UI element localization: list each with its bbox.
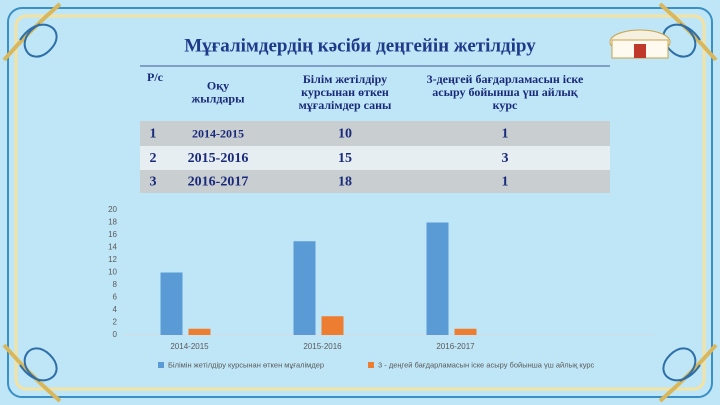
bar	[188, 328, 211, 335]
legend-label: Білімін жетілдіру курсынан өткен мұғалім…	[168, 360, 324, 369]
header-cell: Р/с	[147, 70, 164, 84]
bar	[426, 222, 449, 335]
legend-swatch	[368, 362, 374, 368]
header-cell: асыру бойынша үш айлық	[432, 85, 578, 99]
x-tick-label: 2014-2015	[170, 342, 209, 351]
y-tick-label: 16	[108, 230, 117, 239]
header-cell: курсынан өткен	[301, 85, 389, 99]
x-tick-label: 2016-2017	[436, 342, 475, 351]
header-cell: жылдары	[192, 91, 246, 105]
header-cell: мұғалімдер саны	[299, 98, 392, 112]
header-cell: 3-деңгей бағдарламасын іске	[427, 72, 584, 86]
bar	[160, 272, 183, 335]
x-tick-label: 2015-2016	[303, 342, 342, 351]
table-cell: 1	[502, 175, 509, 190]
chart: 0 2 4 6 8 10 12 14 16 18 20 2014-2015 2015-2016 2016-…	[108, 205, 655, 369]
y-tick-label: 20	[108, 205, 117, 214]
y-tick-label: 4	[113, 305, 118, 314]
table-cell: 1	[150, 127, 157, 142]
table-cell: 15	[338, 151, 352, 166]
bar	[454, 328, 477, 335]
table-cell: 2	[150, 151, 157, 166]
table-cell: 2016-2017	[188, 175, 249, 190]
header-cell: Оқу	[207, 78, 229, 92]
header-cell: Білім жетілдіру	[303, 72, 387, 86]
y-tick-label: 2	[113, 318, 118, 327]
slide-title: Мұғалімдердің кәсіби деңгейін жетілдіру	[184, 35, 536, 56]
y-tick-label: 14	[108, 243, 117, 252]
table-cell: 18	[338, 175, 352, 190]
table-cell: 3	[150, 175, 157, 190]
y-tick-label: 12	[108, 255, 117, 264]
header-cell: курс	[493, 98, 518, 112]
legend-label: 3 - деңгей бағдарламасын іске асыру бойы…	[378, 360, 595, 369]
table-cell: 10	[338, 127, 352, 142]
table-cell: 2015-2016	[188, 151, 249, 166]
table-row	[140, 121, 610, 146]
bar	[321, 316, 344, 335]
y-tick-label: 6	[113, 293, 118, 302]
y-tick-label: 8	[113, 280, 118, 289]
y-tick-label: 0	[113, 330, 118, 339]
bar	[293, 241, 316, 335]
table-cell: 1	[502, 127, 509, 142]
yurt-icon	[609, 29, 671, 59]
table-row	[140, 146, 610, 170]
y-tick-label: 10	[108, 268, 117, 277]
legend-swatch	[158, 362, 164, 368]
table-cell: 2014-2015	[192, 126, 244, 140]
table-cell: 3	[502, 151, 509, 166]
y-tick-label: 18	[108, 218, 117, 227]
table-row	[140, 170, 610, 193]
